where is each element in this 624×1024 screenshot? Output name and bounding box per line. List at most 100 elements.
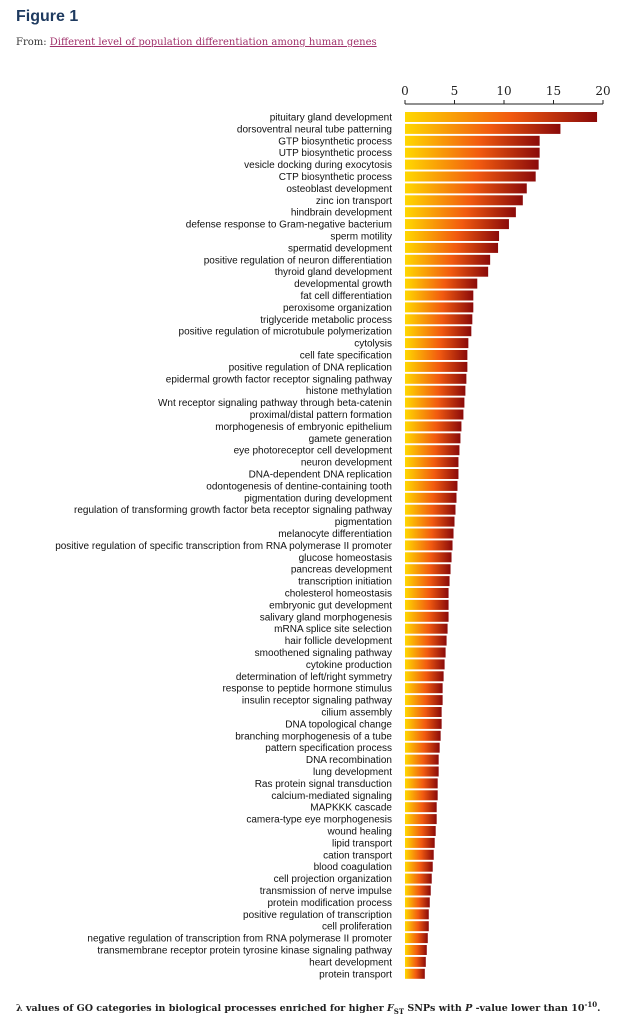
x-tick-label: 10	[496, 84, 511, 98]
bars	[405, 112, 598, 979]
bar	[405, 219, 509, 230]
bar	[405, 171, 536, 182]
category-label: pituitary gland development	[270, 113, 393, 124]
category-label: eye photoreceptor cell development	[234, 446, 393, 457]
bar	[405, 766, 439, 777]
bar	[405, 968, 425, 979]
category-label: cell fate specification	[300, 351, 392, 362]
category-label: fat cell differentiation	[300, 291, 392, 302]
category-label: cilium assembly	[321, 708, 392, 719]
bar	[405, 576, 450, 587]
bar	[405, 921, 429, 932]
x-tick-label: 20	[595, 84, 610, 98]
category-label: pattern specification process	[265, 743, 392, 754]
bar	[405, 469, 459, 479]
category-label: glucose homeostasis	[299, 553, 392, 564]
from-label: From:	[16, 37, 47, 48]
figure-caption: λ values of GO categories in biological …	[16, 1000, 616, 1016]
bar	[405, 361, 468, 372]
bar	[405, 778, 438, 789]
bar	[405, 564, 451, 575]
bar	[405, 909, 429, 920]
category-label: sperm motility	[330, 232, 392, 243]
bar	[405, 302, 474, 313]
bar	[405, 112, 598, 122]
bar-chart: 0 5 10 15 20 pituitary gland developmentdors…	[55, 84, 611, 980]
category-label: lung development	[313, 767, 392, 778]
bar	[405, 659, 445, 670]
category-label: heart development	[309, 957, 392, 968]
bar	[405, 718, 442, 729]
bar	[405, 123, 561, 134]
bar	[405, 528, 454, 539]
bar	[405, 611, 449, 622]
bar	[405, 242, 499, 253]
category-label: determination of left/right symmetry	[236, 672, 392, 683]
category-label: gamete generation	[309, 434, 392, 445]
bar	[405, 350, 468, 360]
caption-f: F	[387, 1003, 394, 1015]
bar	[405, 338, 469, 349]
bar	[405, 314, 473, 325]
bar	[405, 421, 462, 432]
category-label: dorsoventral neural tube patterning	[237, 124, 392, 135]
category-label: negative regulation of transcription fro…	[87, 934, 392, 945]
bar	[405, 266, 489, 277]
bar	[405, 885, 431, 896]
category-label: proximal/distal pattern formation	[250, 410, 392, 421]
category-label: neuron development	[301, 458, 392, 469]
x-axis: 0 5 10 15 20	[401, 84, 611, 105]
category-label: osteoblast development	[286, 184, 392, 195]
category-label: DNA-dependent DNA replication	[249, 470, 392, 481]
bar	[405, 635, 447, 646]
category-label: positive regulation of neuron differenti…	[204, 255, 392, 266]
bar	[405, 826, 436, 836]
bar	[405, 290, 474, 301]
bar	[405, 409, 464, 420]
bar	[405, 849, 434, 860]
category-label: Wnt receptor signaling pathway through b…	[158, 398, 392, 409]
bar	[405, 802, 437, 813]
x-tick-label: 5	[451, 84, 459, 98]
caption-end: .	[597, 1003, 601, 1015]
bar	[405, 730, 441, 741]
bar	[405, 516, 455, 527]
category-label: cholesterol homeostasis	[285, 589, 392, 600]
category-label: triglyceride metabolic process	[260, 315, 392, 326]
category-label: protein transport	[319, 969, 392, 980]
category-label: developmental growth	[294, 279, 392, 290]
caption-p: P	[465, 1003, 473, 1015]
bar	[405, 956, 426, 967]
bar	[405, 445, 460, 456]
caption-sub: ST	[393, 1007, 405, 1017]
bar	[405, 861, 433, 872]
bar	[405, 671, 444, 682]
bar	[405, 254, 491, 265]
bar	[405, 326, 472, 337]
category-label: mRNA splice site selection	[274, 624, 392, 635]
bar	[405, 683, 443, 694]
category-label: hindbrain development	[291, 208, 392, 219]
category-label: blood coagulation	[314, 862, 392, 873]
article-link[interactable]: Different level of population differenti…	[49, 37, 377, 48]
category-label: wound healing	[327, 827, 393, 838]
category-label: transmembrane receptor protein tyrosine …	[97, 946, 392, 957]
bar	[405, 837, 435, 848]
category-label: lipid transport	[332, 838, 392, 849]
bar	[405, 195, 523, 206]
category-label: morphogenesis of embryonic epithelium	[215, 422, 392, 433]
category-label: regulation of transforming growth factor…	[74, 505, 392, 516]
bar	[405, 552, 452, 563]
bar	[405, 433, 461, 444]
bar	[405, 492, 457, 503]
category-label: branching morphogenesis of a tube	[235, 731, 392, 742]
bar	[405, 933, 428, 944]
category-label: defense response to Gram-negative bacter…	[186, 220, 392, 231]
category-label: cell proliferation	[322, 922, 392, 933]
category-label: pigmentation	[335, 517, 392, 528]
bar	[405, 647, 446, 658]
category-label: protein modification process	[267, 898, 392, 909]
category-label: hair follicle development	[285, 636, 393, 647]
category-label: histone methylation	[306, 386, 392, 397]
category-label: calcium-mediated signaling	[271, 791, 392, 802]
